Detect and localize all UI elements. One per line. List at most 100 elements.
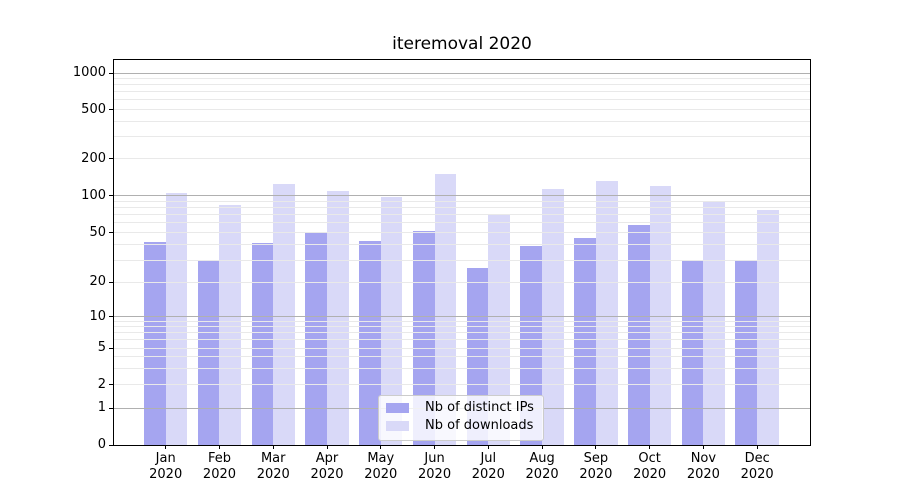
gridline-minor xyxy=(114,320,810,322)
gridline-minor xyxy=(114,136,810,138)
y-tick-20 xyxy=(109,281,113,283)
gridline-minor xyxy=(114,120,810,122)
x-tick-label-sep: Sep 2020 xyxy=(579,451,613,482)
x-tick-apr xyxy=(326,445,328,449)
y-tick-2 xyxy=(109,384,113,385)
bar-may-distinct-ips xyxy=(359,240,381,445)
chart-title: iteremoval 2020 xyxy=(392,34,532,54)
legend-item-downloads: Nb of downloads xyxy=(379,417,543,435)
y-tick-50 xyxy=(109,232,113,233)
bar-oct-distinct-ips xyxy=(627,224,650,445)
legend: Nb of distinct IPs Nb of downloads xyxy=(378,395,544,441)
gridline-minor xyxy=(114,200,810,202)
gridline-minor xyxy=(114,214,810,216)
gridline-minor xyxy=(114,332,810,334)
gridline-minor xyxy=(114,99,810,101)
y-tick-10 xyxy=(109,316,113,317)
gridline-minor xyxy=(114,232,810,233)
legend-label-distinct-ips: Nb of distinct IPs xyxy=(425,400,534,415)
legend-label-downloads: Nb of downloads xyxy=(425,418,534,433)
y-tick-200 xyxy=(109,158,113,159)
legend-swatch-downloads xyxy=(386,421,409,431)
bar-mar-downloads xyxy=(273,184,295,445)
x-tick-may xyxy=(380,445,382,449)
bar-aug-downloads xyxy=(542,189,564,445)
x-tick-label-apr: Apr 2020 xyxy=(310,451,344,482)
gridline-minor xyxy=(114,244,810,246)
x-tick-label-oct: Oct 2020 xyxy=(633,451,667,482)
y-tick-5 xyxy=(109,347,113,349)
gridline-minor xyxy=(114,339,810,341)
bar-feb-downloads xyxy=(219,205,242,445)
x-tick-mar xyxy=(272,445,274,449)
legend-swatch-distinct-ips xyxy=(386,403,409,413)
bar-nov-distinct-ips xyxy=(681,260,704,445)
y-tick-label-10: 10 xyxy=(89,308,106,324)
bar-dec-downloads xyxy=(757,210,779,445)
bar-jan-distinct-ips xyxy=(144,241,166,445)
gridline-minor xyxy=(114,347,810,349)
gridline-minor xyxy=(114,367,810,369)
x-tick-aug xyxy=(541,445,543,449)
bar-dec-distinct-ips xyxy=(735,260,758,445)
gridline-minor xyxy=(114,326,810,328)
y-tick-label-5: 5 xyxy=(97,340,106,355)
x-tick-dec xyxy=(756,445,758,449)
x-tick-label-nov: Nov 2020 xyxy=(686,451,720,482)
gridline-minor xyxy=(114,384,810,385)
gridline-minor xyxy=(114,356,810,358)
x-tick-label-dec: Dec 2020 xyxy=(740,451,774,482)
y-tick-100 xyxy=(109,195,113,196)
gridline-minor xyxy=(114,158,810,159)
gridline-minor xyxy=(114,91,810,93)
x-tick-label-feb: Feb 2020 xyxy=(202,451,237,482)
gridline-minor xyxy=(114,84,810,86)
y-tick-500 xyxy=(109,109,113,110)
y-tick-label-1000: 1000 xyxy=(72,65,106,80)
x-tick-label-aug: Aug 2020 xyxy=(525,451,559,482)
gridline-minor xyxy=(114,78,810,80)
y-tick-label-100: 100 xyxy=(81,187,106,203)
plot-area xyxy=(113,59,811,446)
y-tick-label-50: 50 xyxy=(89,224,106,240)
x-tick-label-jun: Jun 2020 xyxy=(418,451,452,482)
bar-jun-downloads xyxy=(434,173,457,445)
bar-feb-distinct-ips xyxy=(197,260,220,445)
gridline-minor xyxy=(114,206,810,208)
x-tick-label-may: May 2020 xyxy=(364,451,398,482)
x-tick-oct xyxy=(649,445,651,449)
x-tick-label-mar: Mar 2020 xyxy=(256,451,290,482)
gridline-major xyxy=(114,316,810,317)
bar-sep-distinct-ips xyxy=(574,238,596,445)
x-tick-jul xyxy=(487,445,489,449)
y-tick-label-2: 2 xyxy=(97,376,106,392)
gridline-major xyxy=(114,72,810,74)
y-tick-label-0: 0 xyxy=(97,437,106,453)
gridline-minor xyxy=(114,222,810,224)
bar-sep-downloads xyxy=(595,181,618,445)
y-tick-1000 xyxy=(109,72,113,74)
gridline-major xyxy=(114,195,810,196)
y-tick-label-1: 1 xyxy=(97,400,106,415)
x-tick-jun xyxy=(434,445,436,449)
x-tick-jan xyxy=(165,445,167,449)
x-tick-sep xyxy=(595,445,597,449)
gridline-minor xyxy=(114,109,810,110)
gridline-minor xyxy=(114,281,810,283)
y-tick-label-200: 200 xyxy=(81,150,106,166)
bar-oct-downloads xyxy=(649,186,672,445)
gridline-minor xyxy=(114,259,810,261)
bar-mar-distinct-ips xyxy=(251,243,274,445)
y-tick-1 xyxy=(109,407,113,409)
y-tick-0 xyxy=(109,444,113,446)
x-tick-label-jan: Jan 2020 xyxy=(149,451,183,482)
x-tick-feb xyxy=(218,445,220,449)
x-tick-label-jul: Jul 2020 xyxy=(471,451,505,482)
bar-jul-downloads xyxy=(488,215,510,445)
x-tick-nov xyxy=(702,445,704,449)
legend-item-distinct-ips: Nb of distinct IPs xyxy=(379,399,543,417)
y-tick-label-20: 20 xyxy=(89,274,106,289)
bar-jan-downloads xyxy=(165,193,188,445)
bar-jun-distinct-ips xyxy=(412,231,435,445)
